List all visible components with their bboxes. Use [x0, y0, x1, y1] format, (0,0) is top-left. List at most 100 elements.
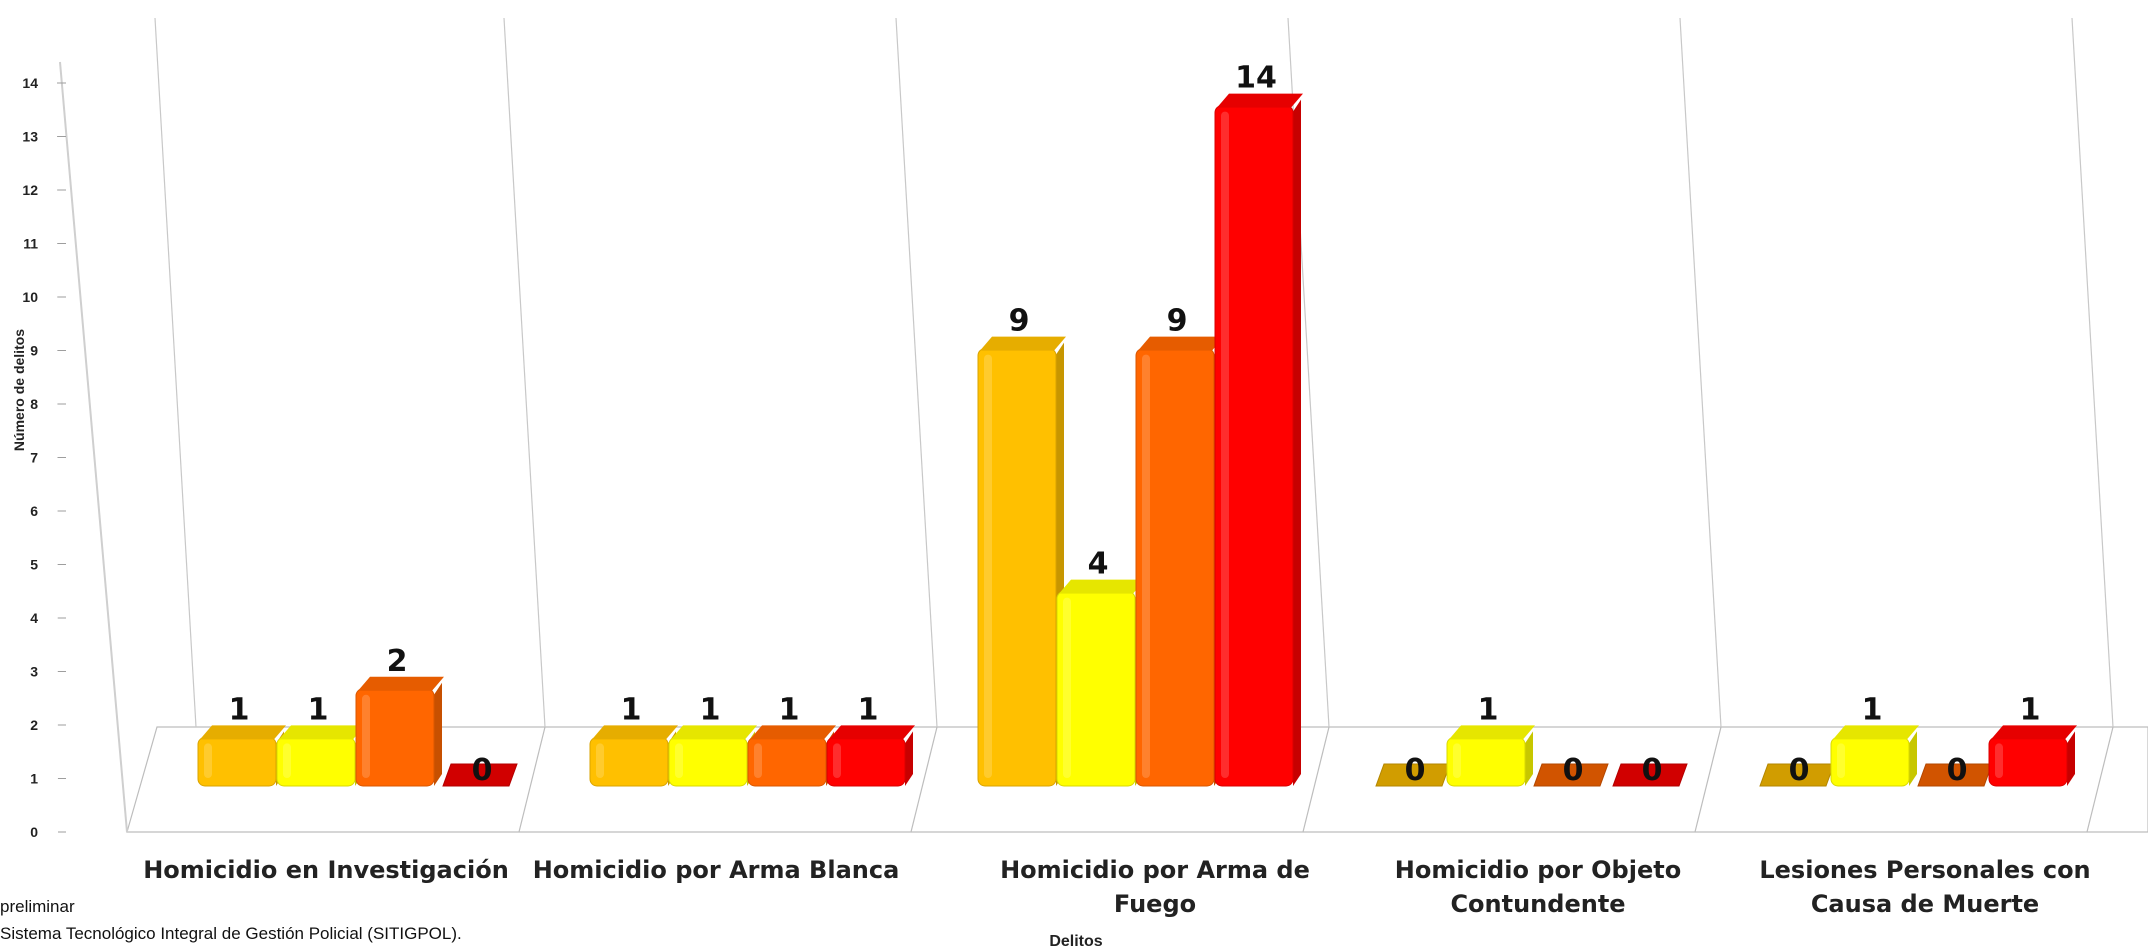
y-axis-title: Número de delitos — [11, 329, 27, 451]
y-tick-label: 2 — [30, 717, 38, 733]
data-label: 0 — [1947, 753, 1968, 788]
bar-top — [279, 725, 365, 740]
bar-side — [1909, 731, 1917, 786]
data-label: 1 — [858, 692, 879, 727]
data-label: 1 — [1862, 692, 1883, 727]
bar-highlight — [596, 743, 604, 778]
bar-top — [1059, 579, 1145, 594]
y-axis-line — [59, 61, 128, 833]
chart-bars — [197, 93, 2077, 787]
category-label: Homicidio por Arma Blanca — [533, 856, 900, 884]
category-label: Contundente — [1450, 890, 1625, 918]
y-tick-label: 11 — [23, 236, 38, 252]
bar-side — [1293, 99, 1301, 787]
data-label: 9 — [1167, 304, 1188, 339]
y-tick-label: 5 — [30, 557, 38, 573]
bar-zero — [1612, 763, 1688, 787]
bar-highlight — [1142, 354, 1150, 778]
data-label: 9 — [1009, 304, 1030, 339]
bar-top — [358, 676, 444, 691]
category-divider-floor — [1302, 726, 1330, 833]
category-divider — [2071, 17, 2114, 728]
footnote-preliminar: preliminar — [0, 897, 75, 916]
category-label: Homicidio por Objeto — [1395, 856, 1681, 884]
y-tick-label: 13 — [22, 129, 38, 145]
y-tick-label: 9 — [30, 343, 38, 359]
category-labels: Homicidio en Investigación Homicidio por … — [143, 856, 2090, 918]
bar-side — [2067, 731, 2075, 786]
bar-highlight — [984, 354, 992, 778]
y-tick-label: 3 — [30, 664, 38, 680]
data-label: 1 — [308, 692, 329, 727]
category-label: Homicidio por Arma de — [1000, 856, 1310, 884]
category-divider-floor — [2086, 726, 2114, 833]
y-tick-label: 0 — [30, 824, 38, 840]
y-tick-label: 4 — [30, 610, 38, 626]
bar-top — [1138, 336, 1224, 351]
bar-highlight — [204, 743, 212, 778]
bar-top — [592, 725, 678, 740]
bar-highlight — [833, 743, 841, 778]
bar-top — [671, 725, 757, 740]
x-axis-title: Delitos — [1049, 933, 1102, 950]
bar-top — [1991, 725, 2077, 740]
data-label: 1 — [700, 692, 721, 727]
category-divider-floor — [1694, 726, 1722, 833]
bar-highlight — [1063, 597, 1071, 778]
bar-top — [1449, 725, 1535, 740]
y-tick-label: 1 — [30, 771, 38, 787]
data-label: 0 — [1789, 753, 1810, 788]
bar-side — [434, 682, 442, 786]
data-label: 1 — [779, 692, 800, 727]
bar-highlight — [283, 743, 291, 778]
bar-top — [750, 725, 836, 740]
y-tick-label: 14 — [22, 75, 38, 91]
category-divider-floor — [910, 726, 938, 833]
data-label: 1 — [229, 692, 250, 727]
data-label: 1 — [1478, 692, 1499, 727]
data-label: 14 — [1235, 61, 1277, 96]
category-divider — [154, 17, 197, 728]
bar-top — [980, 336, 1066, 351]
bar-top — [829, 725, 915, 740]
bar-highlight — [1221, 111, 1229, 779]
data-label: 0 — [1405, 753, 1426, 788]
bar-side — [905, 731, 913, 786]
data-label: 4 — [1088, 547, 1109, 582]
bar-highlight — [675, 743, 683, 778]
y-tick-label: 12 — [22, 182, 38, 198]
data-label: 0 — [472, 753, 493, 788]
bar-top — [1833, 725, 1919, 740]
bar-top — [200, 725, 286, 740]
bar-zero — [1533, 763, 1609, 787]
data-label: 2 — [387, 644, 408, 679]
bar-highlight — [1837, 743, 1845, 778]
footnote-source: Sistema Tecnológico Integral de Gestión … — [0, 924, 462, 943]
category-label: Homicidio en Investigación — [143, 856, 509, 884]
category-label: Causa de Muerte — [1811, 890, 2039, 918]
data-label: 0 — [1563, 753, 1584, 788]
data-label: 1 — [2020, 692, 2041, 727]
y-tick-label: 7 — [30, 450, 38, 466]
bar-highlight — [362, 694, 370, 778]
data-label: 1 — [621, 692, 642, 727]
y-tick-label: 6 — [30, 503, 38, 519]
bar-side — [1525, 731, 1533, 786]
y-tick-label: 8 — [30, 396, 38, 412]
data-label: 0 — [1642, 753, 1663, 788]
bar-top — [1217, 93, 1303, 108]
bar-highlight — [1995, 743, 2003, 778]
y-tick-label: 10 — [22, 289, 38, 305]
bar-highlight — [754, 743, 762, 778]
category-divider-floor — [518, 726, 546, 833]
category-divider — [503, 17, 546, 728]
category-label: Fuego — [1114, 890, 1196, 918]
bar-highlight — [1453, 743, 1461, 778]
bar-zero — [442, 763, 518, 787]
category-divider — [1679, 17, 1722, 728]
category-label: Lesiones Personales con — [1759, 856, 2090, 884]
category-divider — [895, 17, 938, 728]
